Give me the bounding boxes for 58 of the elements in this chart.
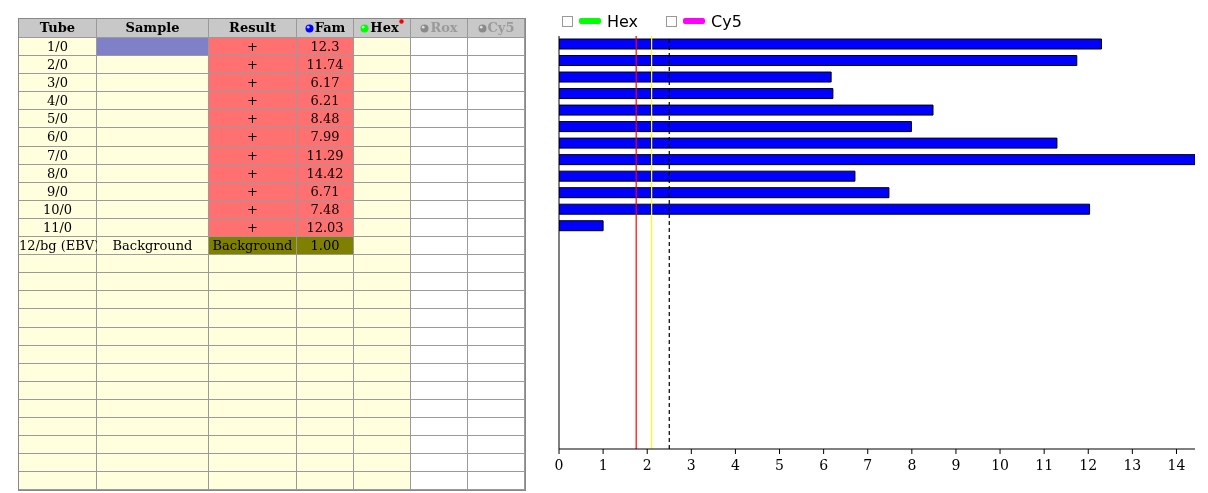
x-tick-label: 0 [554,457,564,473]
text: 8.48 [297,110,354,129]
text: Result [209,19,297,38]
text: + [209,146,297,165]
text: + [209,128,297,147]
text: + [209,110,297,129]
text: 7.99 [297,128,354,147]
x-tick-label: 12 [1079,457,1098,473]
text: + [209,56,297,75]
text: 12.03 [297,218,354,238]
text: 3/0 [19,74,97,93]
x-tick-label: 7 [863,457,873,473]
legend-label: Hex [369,20,400,35]
text: 10/0 [19,200,97,219]
text: 5/0 [19,110,97,129]
x-tick-label: 5 [775,457,784,473]
text: + [209,38,297,57]
text: 8/0 [19,164,97,183]
text: 1/0 [19,38,97,57]
text: 7/0 [19,146,97,165]
text: 14.42 [297,164,354,183]
x-tick-label: 8 [907,457,917,473]
text: 12.3 [297,38,354,57]
x-tick-label: 1 [598,457,608,473]
x-tick-label: 4 [730,457,740,473]
text: 7.48 [297,200,354,219]
text: 1.00 [297,237,354,256]
x-tick-label: 13 [1123,457,1142,473]
text: Sample [97,19,209,38]
text: 4/0 [19,92,97,111]
x-tick-label: 9 [951,457,961,473]
legend-label: Cy5 [711,11,742,31]
text: + [209,92,297,111]
text: 9/0 [19,182,97,201]
text: 6.21 [297,92,354,111]
text: 2/0 [19,56,97,75]
text: Background [112,238,193,254]
text: 6/0 [19,128,97,147]
x-tick-label: 11 [1035,457,1054,473]
text: 11.29 [297,146,354,165]
text: 6.71 [297,182,354,201]
text: Tube [19,19,97,38]
x-tick-label: 6 [819,457,829,473]
text: 11.74 [297,56,354,75]
text: + [209,200,297,219]
legend-label: Fam [313,20,346,35]
text: Background [209,237,297,256]
x-tick-label: 2 [642,457,652,473]
text: + [209,164,297,183]
x-tick-label: 3 [686,457,696,473]
text: + [209,218,297,238]
x-tick-label: 14 [1167,457,1186,473]
text: 11/0 [19,218,97,238]
text: 6.17 [297,74,354,93]
text: Hex [607,11,639,31]
text: + [209,74,297,93]
text: + [209,182,297,201]
x-tick-label: 10 [991,457,1009,473]
